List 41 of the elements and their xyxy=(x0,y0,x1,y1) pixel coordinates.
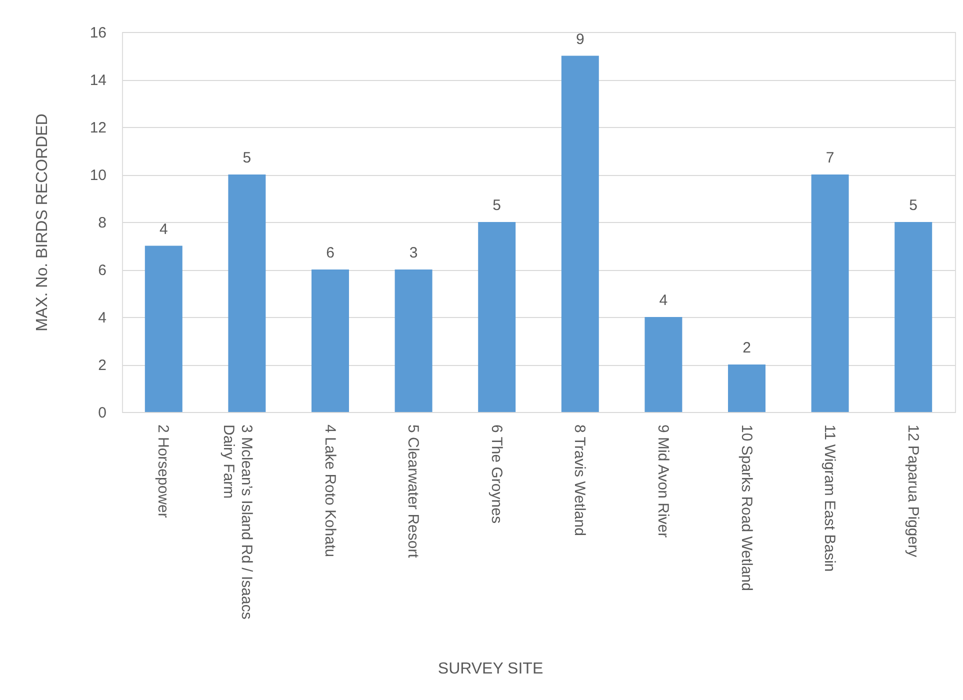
y-tick-label: 6 xyxy=(98,262,106,279)
x-axis-title: SURVEY SITE xyxy=(438,660,544,678)
annotation: 7 xyxy=(826,150,834,166)
annotation: 4 xyxy=(659,292,668,309)
bar xyxy=(228,174,266,412)
bar xyxy=(561,56,599,412)
x-tick-label: 9 Mid Avon River xyxy=(654,424,672,538)
bar xyxy=(644,317,682,412)
annotation: 2 xyxy=(742,340,751,356)
bar xyxy=(894,222,932,412)
y-tick-label: 10 xyxy=(90,167,106,184)
annotation: 9 xyxy=(576,30,584,48)
x-tick-label: 8 Travis Wetland xyxy=(571,424,588,536)
y-tick-label: 4 xyxy=(98,310,106,326)
annotation: 3 xyxy=(409,244,418,262)
annotation: 5 xyxy=(909,197,918,214)
x-tick-label: 11 Wigram East Basin xyxy=(821,424,838,572)
annotation: 4 xyxy=(159,220,168,238)
y-tick-label: 8 xyxy=(98,214,106,232)
x-tick-label: 4 Lake Roto Kohatu xyxy=(321,424,338,558)
bar xyxy=(811,174,849,412)
bar xyxy=(312,270,349,412)
y-tick-label: 12 xyxy=(90,120,106,136)
x-tick-label: 10 Sparks Road Wetland xyxy=(738,424,755,591)
annotation: 5 xyxy=(242,150,252,166)
x-tick-label: 5 Clearwater Resort xyxy=(404,424,422,559)
annotation: 5 xyxy=(492,197,502,214)
bar xyxy=(478,222,516,412)
bar xyxy=(394,270,432,412)
y-axis-title: MAX. No. BIRDS RECORDED xyxy=(34,114,51,332)
bar xyxy=(728,364,766,412)
y-tick-label: 14 xyxy=(90,72,106,89)
annotation: 6 xyxy=(326,244,334,262)
y-tick-label: 0 xyxy=(98,404,106,422)
x-tick-label: 2 Horsepower xyxy=(154,424,172,518)
y-tick-label: 16 xyxy=(90,24,106,42)
x-tick-label: 3 Mclean’s Island Rd / Isaacs Dairy Farm xyxy=(220,424,255,620)
x-tick-label: 6 The Groynes xyxy=(488,424,505,524)
bar xyxy=(144,246,182,412)
y-tick-label: 2 xyxy=(98,357,106,374)
x-tick-label: 12 Paparua Piggery xyxy=(904,424,922,558)
